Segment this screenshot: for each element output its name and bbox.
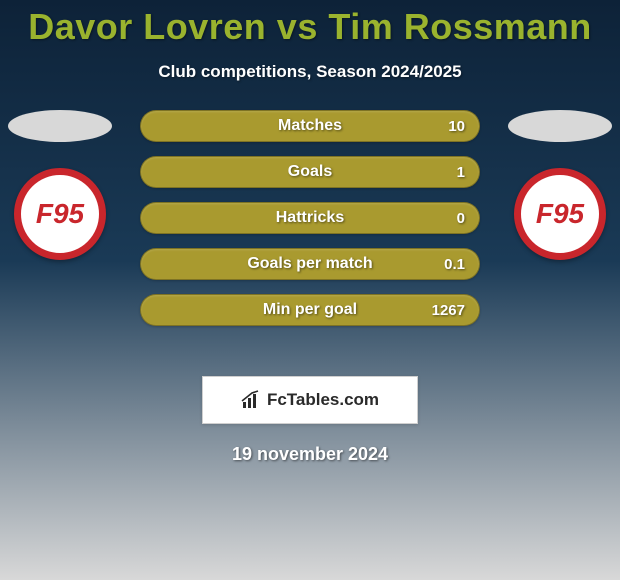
date-text: 19 november 2024 (0, 444, 620, 465)
player-avatar-placeholder (508, 110, 612, 142)
stat-bar-hattricks: Hattricks 0 (140, 202, 480, 234)
subtitle: Club competitions, Season 2024/2025 (0, 62, 620, 82)
stat-value: 1 (457, 164, 465, 181)
club-badge-text: F95 (36, 198, 84, 230)
stat-bar-matches: Matches 10 (140, 110, 480, 142)
club-badge-left: F95 (14, 168, 106, 260)
stat-value: 0 (457, 210, 465, 227)
stat-label: Hattricks (276, 209, 344, 227)
stat-value: 1267 (432, 302, 465, 319)
page-title: Davor Lovren vs Tim Rossmann (0, 0, 620, 48)
player-avatar-placeholder (8, 110, 112, 142)
club-badge-text: F95 (536, 198, 584, 230)
stat-bar-goals-per-match: Goals per match 0.1 (140, 248, 480, 280)
brand-name: FcTables.com (267, 390, 379, 410)
stat-label: Matches (278, 117, 342, 135)
player-right-column: F95 (500, 110, 620, 260)
stat-value: 10 (448, 118, 465, 135)
comparison-area: F95 F95 Matches 10 Goals 1 Hattricks 0 G… (0, 110, 620, 350)
stat-label: Goals per match (247, 255, 372, 273)
stat-value: 0.1 (444, 256, 465, 273)
stat-bar-min-per-goal: Min per goal 1267 (140, 294, 480, 326)
stat-bar-goals: Goals 1 (140, 156, 480, 188)
stat-label: Goals (288, 163, 332, 181)
club-badge-right: F95 (514, 168, 606, 260)
stat-label: Min per goal (263, 301, 357, 319)
brand-box[interactable]: FcTables.com (202, 376, 418, 424)
stats-list: Matches 10 Goals 1 Hattricks 0 Goals per… (140, 110, 480, 326)
bar-chart-icon (241, 390, 261, 410)
player-left-column: F95 (0, 110, 120, 260)
